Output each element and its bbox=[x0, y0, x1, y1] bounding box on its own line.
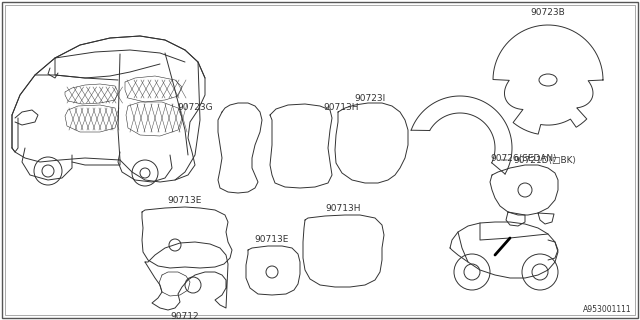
Text: 90723G: 90723G bbox=[177, 103, 213, 113]
Text: 90726⟨SEDAN⟩: 90726⟨SEDAN⟩ bbox=[491, 154, 557, 163]
Text: 90713H: 90713H bbox=[325, 204, 361, 213]
Text: 90713E: 90713E bbox=[168, 196, 202, 205]
Text: 90713E: 90713E bbox=[255, 235, 289, 244]
Text: 90723I: 90723I bbox=[355, 94, 386, 103]
Text: 90721D⟨□BK⟩: 90721D⟨□BK⟩ bbox=[513, 156, 576, 164]
Text: A953001111: A953001111 bbox=[584, 305, 632, 314]
Text: 90723B: 90723B bbox=[531, 8, 565, 17]
Text: 90713H: 90713H bbox=[323, 103, 358, 113]
Text: 90712: 90712 bbox=[171, 312, 199, 320]
